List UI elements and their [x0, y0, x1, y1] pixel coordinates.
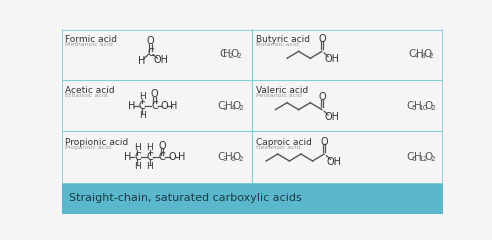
Text: 8: 8: [421, 53, 426, 59]
Text: Straight-chain, saturated carboxylic acids: Straight-chain, saturated carboxylic aci…: [69, 193, 302, 203]
Text: H: H: [414, 101, 422, 111]
Text: C: C: [406, 152, 414, 162]
Text: 2: 2: [222, 105, 227, 111]
Text: 4: 4: [413, 53, 418, 59]
Text: Butanoic acid: Butanoic acid: [256, 42, 299, 47]
Text: Acetic acid: Acetic acid: [65, 86, 115, 95]
Text: O: O: [423, 49, 431, 60]
Text: O: O: [318, 92, 326, 102]
Text: O: O: [232, 152, 241, 162]
Text: 6: 6: [230, 156, 235, 162]
Text: O: O: [425, 101, 433, 111]
Text: H: H: [128, 101, 136, 111]
Text: C: C: [134, 152, 141, 162]
Text: OH: OH: [153, 55, 168, 65]
Text: C: C: [406, 101, 414, 111]
Text: H: H: [138, 56, 146, 66]
Text: O: O: [320, 137, 328, 147]
Text: H: H: [134, 162, 141, 171]
Text: H: H: [147, 143, 153, 152]
Text: H: H: [223, 49, 231, 60]
Text: OH: OH: [325, 54, 339, 64]
Text: Hexanoic acid: Hexanoic acid: [256, 144, 301, 150]
Text: 2: 2: [429, 53, 433, 59]
Text: H: H: [178, 152, 185, 162]
Text: Methanoic acid: Methanoic acid: [65, 42, 113, 47]
Text: Butyric acid: Butyric acid: [256, 35, 310, 44]
Text: 10: 10: [419, 105, 428, 111]
Text: 2: 2: [430, 156, 435, 162]
Text: H: H: [123, 152, 131, 162]
Text: Propionic acid: Propionic acid: [65, 138, 128, 147]
Text: H: H: [414, 152, 422, 162]
Text: C: C: [219, 49, 226, 60]
Text: H: H: [134, 143, 141, 152]
Text: O: O: [425, 152, 433, 162]
Text: 12: 12: [419, 156, 428, 162]
Text: Formic acid: Formic acid: [65, 35, 118, 44]
Text: C: C: [217, 101, 225, 111]
Text: H: H: [139, 92, 146, 101]
Text: H: H: [225, 152, 233, 162]
Text: O: O: [161, 101, 168, 111]
Text: C: C: [139, 101, 146, 111]
Text: C: C: [151, 101, 158, 111]
Text: H: H: [139, 111, 146, 120]
Text: 2: 2: [238, 105, 243, 111]
Text: O: O: [318, 34, 326, 44]
Text: O: O: [169, 152, 176, 162]
Text: C: C: [217, 152, 225, 162]
Text: H: H: [147, 162, 153, 171]
Text: Propanoic acid: Propanoic acid: [65, 144, 111, 150]
Text: C: C: [147, 48, 154, 58]
Text: 6: 6: [412, 156, 416, 162]
Text: 4: 4: [230, 105, 235, 111]
Text: 2: 2: [430, 105, 435, 111]
Text: H: H: [416, 49, 423, 60]
Text: OH: OH: [327, 157, 342, 167]
Text: O: O: [158, 141, 166, 150]
Text: 2: 2: [238, 156, 243, 162]
Text: 2: 2: [229, 53, 233, 59]
Text: C: C: [159, 152, 166, 162]
Text: O: O: [151, 89, 158, 99]
Text: H: H: [170, 101, 178, 111]
Text: Ethanoic acid: Ethanoic acid: [65, 93, 108, 98]
Text: 2: 2: [237, 53, 241, 59]
Text: 3: 3: [223, 156, 227, 162]
Text: Valeric acid: Valeric acid: [256, 86, 308, 95]
Bar: [62, 183, 443, 214]
Text: 5: 5: [412, 105, 416, 111]
Text: Caproic acid: Caproic acid: [256, 138, 312, 147]
Text: O: O: [231, 49, 239, 60]
Text: O: O: [147, 36, 154, 46]
Text: C: C: [147, 152, 153, 162]
Text: OH: OH: [325, 112, 339, 122]
Text: C: C: [408, 49, 415, 60]
Text: Pentanoic acid: Pentanoic acid: [256, 93, 302, 98]
Text: O: O: [232, 101, 241, 111]
Text: H: H: [225, 101, 233, 111]
